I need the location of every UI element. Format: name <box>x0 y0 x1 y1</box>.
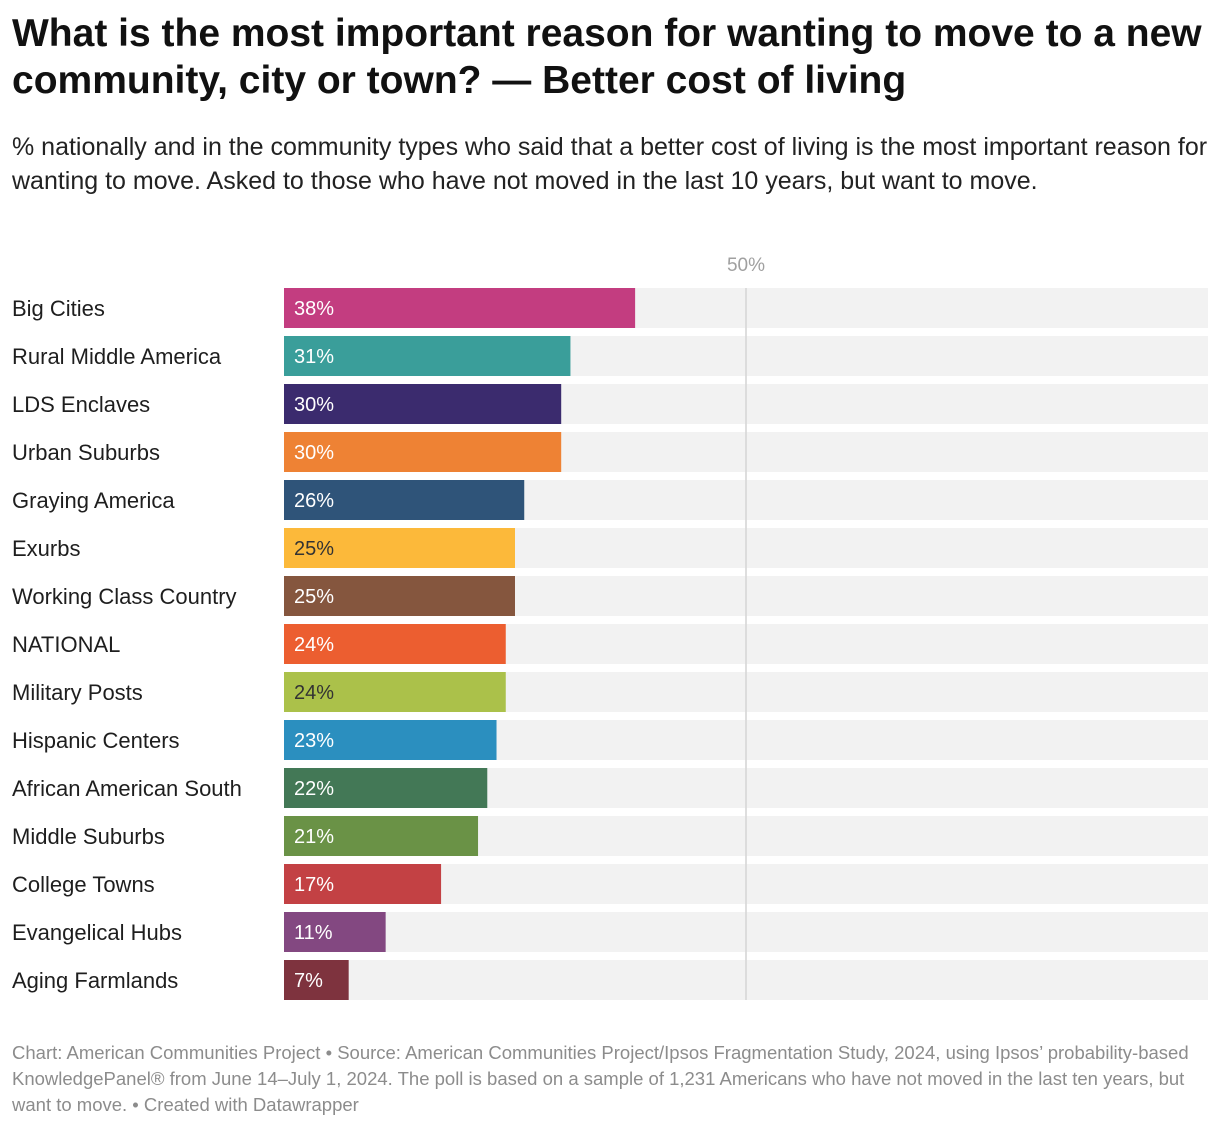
category-label: College Towns <box>12 872 155 897</box>
category-label: LDS Enclaves <box>12 392 150 417</box>
bar <box>284 768 488 808</box>
value-label: 21% <box>294 826 334 848</box>
bar <box>284 432 562 472</box>
bar <box>284 288 636 328</box>
category-label: Graying America <box>12 488 175 513</box>
category-label: NATIONAL <box>12 632 120 657</box>
value-label: 24% <box>294 682 334 704</box>
chart-footer-source: Chart: American Communities Project • So… <box>12 1042 1189 1115</box>
category-label: Urban Suburbs <box>12 440 160 465</box>
bar <box>284 720 497 760</box>
value-label: 30% <box>294 394 334 416</box>
bar <box>284 384 562 424</box>
bar <box>284 960 349 1000</box>
value-label: 17% <box>294 874 334 896</box>
value-label: 25% <box>294 538 334 560</box>
value-label: 7% <box>294 970 323 992</box>
category-label: Middle Suburbs <box>12 824 165 849</box>
value-label: 38% <box>294 298 334 320</box>
bar <box>284 336 571 376</box>
reference-line-label: 50% <box>727 255 765 276</box>
bar-chart: 50% Big Cities 38% Rural Middle America 31% L… <box>0 248 1220 1018</box>
bar <box>284 480 525 520</box>
category-label: Rural Middle America <box>12 344 222 369</box>
value-label: 23% <box>294 730 334 752</box>
bar <box>284 624 506 664</box>
category-label: Big Cities <box>12 296 105 321</box>
category-label: Working Class Country <box>12 584 237 609</box>
value-label: 11% <box>294 922 333 944</box>
category-label: Military Posts <box>12 680 143 705</box>
bar <box>284 576 515 616</box>
value-label: 31% <box>294 346 334 368</box>
value-label: 30% <box>294 442 334 464</box>
value-label: 22% <box>294 778 334 800</box>
bar <box>284 816 479 856</box>
bar <box>284 864 442 904</box>
bar <box>284 528 515 568</box>
category-label: Evangelical Hubs <box>12 920 182 945</box>
value-label: 25% <box>294 586 334 608</box>
category-label: African American South <box>12 776 242 801</box>
bar <box>284 912 386 952</box>
value-label: 24% <box>294 634 334 656</box>
chart-subtitle: % nationally and in the community types … <box>12 133 1208 195</box>
bar <box>284 672 506 712</box>
value-label: 26% <box>294 490 334 512</box>
bar-chart-svg: 50% Big Cities 38% Rural Middle America 31% L… <box>12 255 1208 1000</box>
chart-title: What is the most important reason for wa… <box>12 12 1202 102</box>
category-label: Hispanic Centers <box>12 728 180 753</box>
category-label: Aging Farmlands <box>12 968 178 993</box>
category-label: Exurbs <box>12 536 80 561</box>
